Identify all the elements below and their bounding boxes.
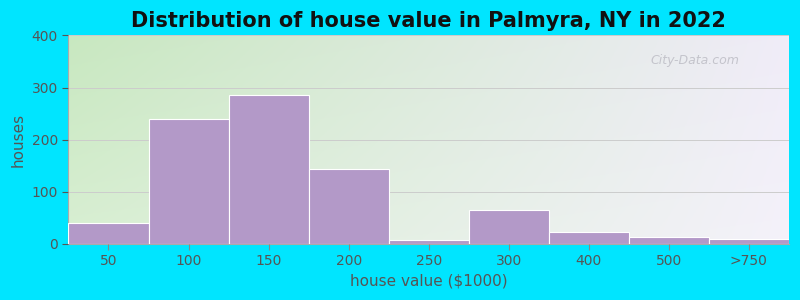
Bar: [629, 237, 709, 244]
Y-axis label: houses: houses: [11, 112, 26, 167]
Bar: [229, 95, 309, 244]
Bar: [309, 169, 389, 244]
Bar: [469, 210, 549, 244]
Bar: [69, 223, 149, 244]
Title: Distribution of house value in Palmyra, NY in 2022: Distribution of house value in Palmyra, …: [131, 11, 726, 31]
Bar: [549, 232, 629, 244]
X-axis label: house value ($1000): house value ($1000): [350, 274, 507, 289]
Bar: [149, 119, 229, 244]
Text: City-Data.com: City-Data.com: [650, 54, 740, 67]
Bar: [389, 240, 469, 244]
Bar: [709, 239, 789, 244]
